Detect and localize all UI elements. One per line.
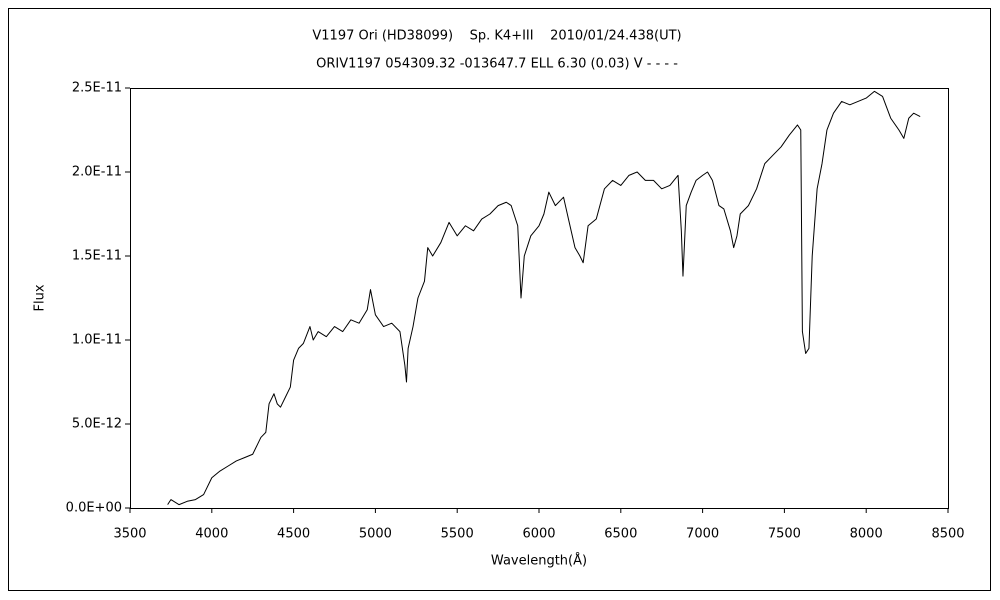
chart-border [8,8,991,591]
y-axis-label: Flux [33,284,48,311]
chart-subtitle: ORIV1197 054309.32 -013647.7 ELL 6.30 (0… [316,57,678,72]
x-tick-label: 5500 [441,527,474,542]
y-tick-label: 0.0E+00 [66,501,122,516]
x-tick-label: 6000 [522,527,555,542]
x-tick-label: 4500 [277,527,310,542]
x-tick-label: 3500 [113,527,146,542]
chart-title: V1197 Ori (HD38099) Sp. K4+III 2010/01/2… [312,29,681,44]
y-tick-label: 2.5E-11 [72,81,122,96]
y-tick-label: 5.0E-12 [72,417,122,432]
x-tick-label: 7500 [768,527,801,542]
x-tick-label: 8000 [850,527,883,542]
y-tick-label: 2.0E-11 [72,165,122,180]
x-tick-label: 5000 [359,527,392,542]
spectrum-line [167,90,921,506]
x-tick-label: 8500 [931,527,964,542]
y-tick-label: 1.5E-11 [72,249,122,264]
x-axis-label: Wavelength(Å) [491,553,587,569]
y-tick-label: 1.0E-11 [72,333,122,348]
x-tick-label: 7000 [686,527,719,542]
x-tick-label: 6500 [604,527,637,542]
x-tick-label: 4000 [195,527,228,542]
